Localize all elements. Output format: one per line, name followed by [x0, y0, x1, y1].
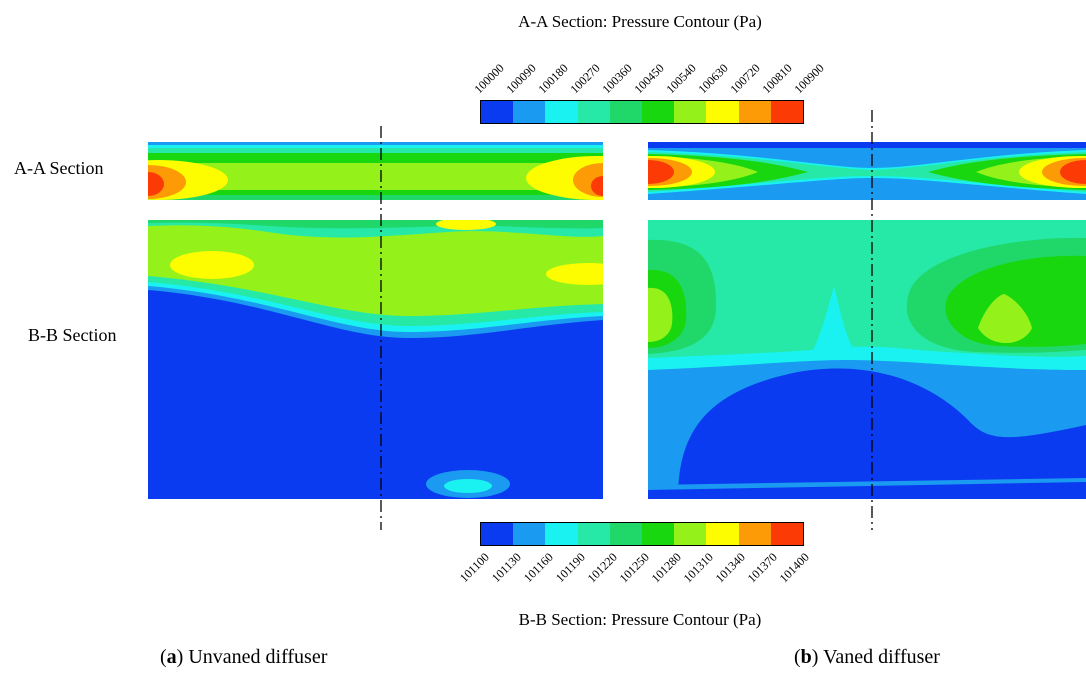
aa-swatch [609, 101, 643, 123]
bb-swatch [770, 523, 804, 545]
centerline-vaned [871, 110, 873, 530]
bb-swatch [674, 523, 707, 545]
aa-tick: 100720 [727, 60, 763, 97]
bb-legend-title: B-B Section: Pressure Contour (Pa) [518, 610, 762, 629]
bb-swatch [481, 523, 514, 545]
bb-swatch [642, 523, 675, 545]
aa-color-bar [480, 100, 804, 124]
aa-tick: 100450 [631, 60, 667, 97]
caption-a: (a) Unvaned diffuser [160, 646, 328, 668]
row-label-bb: B-B Section [28, 325, 117, 345]
caption-a-letter: a [166, 646, 177, 668]
caption-b: (b) Vaned diffuser [794, 646, 940, 668]
aa-swatch [642, 101, 675, 123]
aa-swatch [481, 101, 514, 123]
aa-tick: 100540 [663, 60, 699, 97]
centerline-unvaned [380, 126, 382, 530]
aa-contour-unvaned [148, 142, 603, 200]
row-label-aa: A-A Section [14, 158, 104, 178]
aa-swatch [577, 101, 610, 123]
aa-tick: 100180 [535, 60, 571, 97]
caption-b-text: Vaned diffuser [823, 646, 940, 668]
aa-legend-title: A-A Section: Pressure Contour (Pa) [518, 12, 762, 31]
aa-swatch [770, 101, 804, 123]
aa-tick: 100360 [599, 60, 635, 97]
aa-swatch [706, 101, 739, 123]
bb-swatch [609, 523, 643, 545]
aa-swatch [738, 101, 771, 123]
bb-swatch [706, 523, 739, 545]
bb-swatch [545, 523, 578, 545]
aa-contour-vaned [648, 142, 1086, 200]
bb-swatch [513, 523, 546, 545]
bb-contour-vaned [648, 220, 1086, 499]
aa-swatch [545, 101, 578, 123]
aa-tick: 100900 [791, 60, 827, 97]
aa-tick: 100810 [759, 60, 795, 97]
caption-a-text: Unvaned diffuser [188, 646, 328, 668]
caption-b-letter: b [800, 646, 812, 668]
aa-tick: 100270 [567, 60, 603, 97]
aa-tick: 100000 [471, 60, 507, 97]
bb-swatch [577, 523, 610, 545]
bb-contour-unvaned [148, 220, 603, 499]
aa-tick: 100630 [695, 60, 731, 97]
bb-color-bar [480, 522, 804, 546]
aa-swatch [674, 101, 707, 123]
aa-tick: 100090 [503, 60, 539, 97]
aa-swatch [513, 101, 546, 123]
bb-swatch [738, 523, 771, 545]
